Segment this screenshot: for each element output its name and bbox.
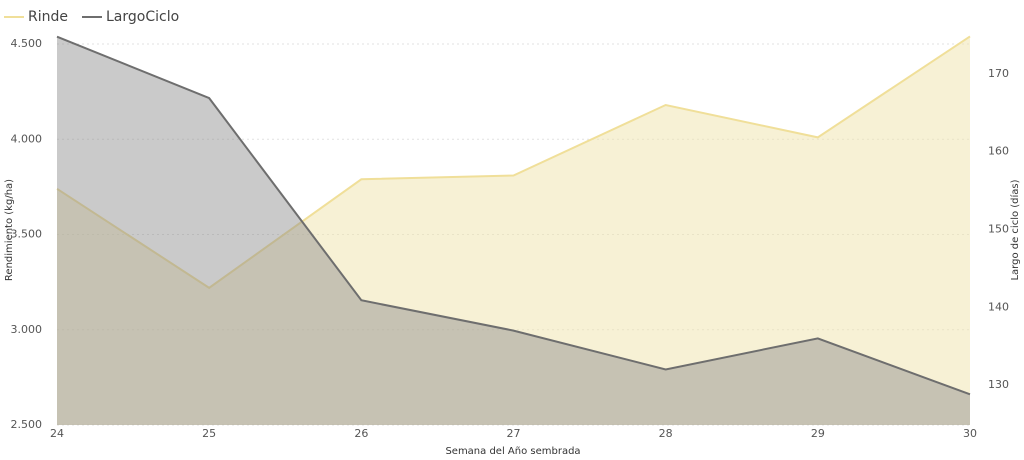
y-tick-label: 3.500: [11, 228, 43, 241]
x-tick-label: 25: [202, 427, 216, 440]
y-tick-label: 4.000: [11, 132, 43, 145]
legend-label: Rinde: [28, 9, 68, 25]
y-tick-label: 3.000: [11, 323, 43, 336]
area: [57, 36, 970, 426]
x-tick-label: 28: [659, 427, 673, 440]
line: [56, 35, 971, 396]
y-tick-label: 2.500: [11, 418, 43, 431]
y-tick-label: 4.500: [11, 37, 43, 50]
x-tick-label: 29: [811, 427, 825, 440]
y-axis-title: Rendimiento (kg/ha): [4, 179, 15, 281]
x-tick-label: 30: [963, 427, 977, 440]
x-tick-label: 27: [507, 427, 521, 440]
y2-tick-label: 170: [988, 67, 1009, 80]
line: [56, 35, 971, 290]
y2-tick-label: 140: [988, 300, 1009, 313]
area: [57, 36, 970, 426]
y2-tick-label: 150: [988, 223, 1009, 236]
y2-tick-label: 160: [988, 145, 1009, 158]
x-tick-label: 24: [50, 427, 64, 440]
legend-label: LargoCiclo: [106, 9, 179, 25]
legend: Rinde LargoCiclo: [4, 9, 179, 25]
x-tick-label: 26: [354, 427, 368, 440]
y2-axis-title: Largo de ciclo (días): [1009, 179, 1021, 280]
x-axis-title: Semana del Año sembrada: [445, 446, 580, 457]
y2-tick-label: 130: [988, 378, 1009, 391]
